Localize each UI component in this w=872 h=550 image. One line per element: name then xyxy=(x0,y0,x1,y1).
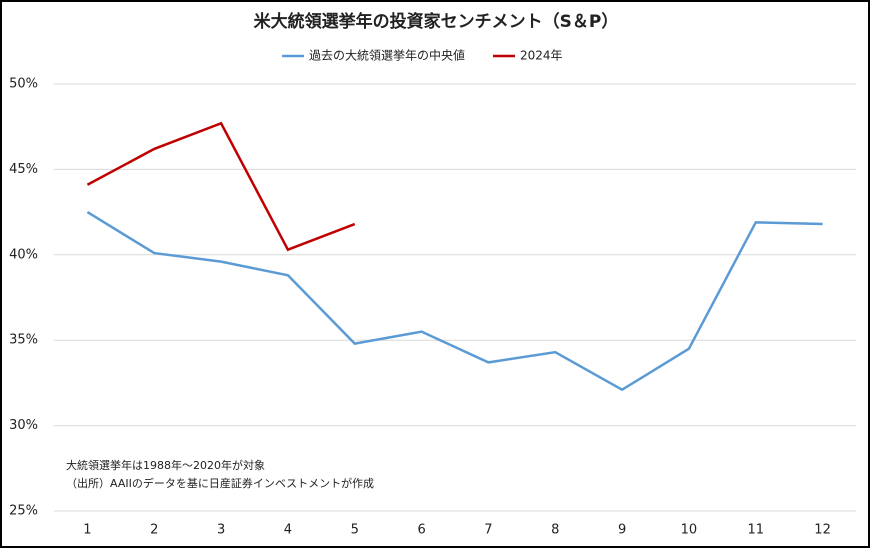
annotation: （出所）AAIIのデータを基に日産証券インベストメントが作成 xyxy=(66,476,374,490)
x-tick-label: 12 xyxy=(814,523,831,538)
x-tick-label: 7 xyxy=(484,523,492,538)
y-tick-label: 30% xyxy=(9,418,38,433)
legend-label: 過去の大統領選挙年の中央値 xyxy=(309,48,465,63)
series-line xyxy=(86,121,356,252)
x-tick-label: 11 xyxy=(747,523,764,538)
legend-label: 2024年 xyxy=(520,49,563,63)
y-tick-label: 50% xyxy=(9,77,38,92)
x-tick-label: 9 xyxy=(618,523,626,538)
y-tick-label: 45% xyxy=(9,162,38,177)
annotation: 大統領選挙年は1988年～2020年が対象 xyxy=(66,458,265,472)
x-tick-label: 2 xyxy=(150,523,158,538)
x-tick-label: 3 xyxy=(217,523,225,538)
series-line xyxy=(86,211,823,392)
y-tick-label: 40% xyxy=(9,247,38,262)
y-tick-label: 35% xyxy=(9,333,38,348)
x-tick-label: 10 xyxy=(681,523,698,538)
x-tick-label: 4 xyxy=(284,523,292,538)
chart-title: 米大統領選挙年の投資家センチメント（S＆P） xyxy=(254,11,619,32)
x-tick-label: 5 xyxy=(351,523,359,538)
x-tick-label: 1 xyxy=(83,523,91,538)
x-tick-label: 6 xyxy=(417,523,425,538)
y-tick-label: 25% xyxy=(9,504,38,519)
x-tick-label: 8 xyxy=(551,523,559,538)
